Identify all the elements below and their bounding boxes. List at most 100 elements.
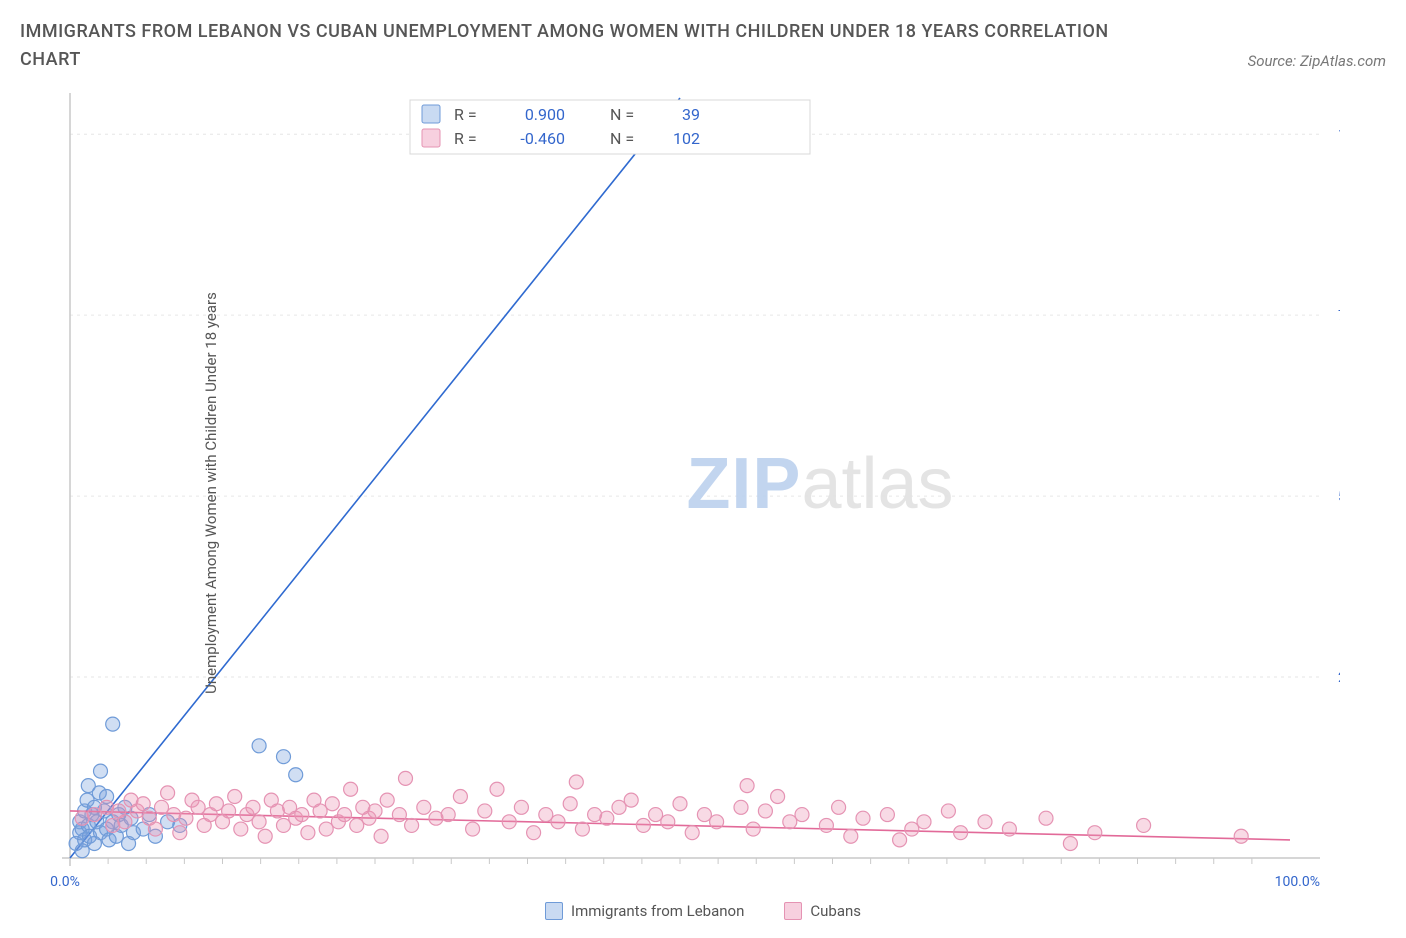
data-point	[551, 815, 565, 829]
data-point	[1234, 829, 1248, 843]
data-point	[338, 807, 352, 821]
data-point	[228, 789, 242, 803]
chart-source: Source: ZipAtlas.com	[1248, 52, 1386, 74]
legend-swatch	[422, 105, 440, 123]
data-point	[252, 815, 266, 829]
legend-r-label: R =	[454, 105, 477, 124]
data-point	[697, 807, 711, 821]
trend-line	[70, 98, 680, 858]
data-point	[575, 822, 589, 836]
data-point	[441, 807, 455, 821]
data-point	[118, 815, 132, 829]
legend-r-value: 0.900	[525, 105, 565, 124]
data-point	[856, 811, 870, 825]
data-point	[234, 822, 248, 836]
data-point	[941, 804, 955, 818]
y-tick-label: 25.0%	[1338, 670, 1340, 686]
data-point	[277, 818, 291, 832]
data-point	[734, 800, 748, 814]
data-point	[246, 800, 260, 814]
data-point	[106, 717, 120, 731]
data-point	[746, 822, 760, 836]
data-point	[374, 829, 388, 843]
data-point	[155, 800, 169, 814]
data-point	[161, 786, 175, 800]
data-point	[295, 807, 309, 821]
data-point	[87, 807, 101, 821]
data-point	[277, 749, 291, 763]
data-point	[685, 825, 699, 839]
chart-header: IMMIGRANTS FROM LEBANON VS CUBAN UNEMPLO…	[20, 18, 1386, 74]
legend-item: Cubans	[784, 902, 861, 920]
data-point	[1039, 811, 1053, 825]
data-point	[417, 800, 431, 814]
data-point	[466, 822, 480, 836]
data-point	[1088, 825, 1102, 839]
data-point	[453, 789, 467, 803]
legend-swatch	[784, 902, 802, 920]
legend-n-label: N =	[610, 105, 634, 124]
data-point	[368, 804, 382, 818]
data-point	[1002, 822, 1016, 836]
legend-swatch	[422, 129, 440, 147]
legend-label: Cubans	[810, 902, 861, 920]
data-point	[405, 818, 419, 832]
data-point	[563, 796, 577, 810]
data-point	[344, 782, 358, 796]
data-point	[1063, 836, 1077, 850]
data-point	[819, 818, 833, 832]
legend-n-value: 102	[673, 129, 700, 148]
data-point	[569, 775, 583, 789]
y-tick-label: 100.0%	[1338, 127, 1340, 143]
chart-legend: Immigrants from Lebanon Cubans	[20, 902, 1386, 920]
legend-r-label: R =	[454, 129, 477, 148]
data-point	[636, 818, 650, 832]
data-point	[392, 807, 406, 821]
legend-r-value: -0.460	[520, 129, 565, 148]
data-point	[624, 793, 638, 807]
legend-item: Immigrants from Lebanon	[545, 902, 744, 920]
data-point	[844, 829, 858, 843]
data-point	[771, 789, 785, 803]
data-point	[740, 778, 754, 792]
data-point	[795, 807, 809, 821]
data-point	[917, 815, 931, 829]
data-point	[191, 800, 205, 814]
data-point	[978, 815, 992, 829]
data-point	[380, 793, 394, 807]
data-point	[905, 822, 919, 836]
data-point	[880, 807, 894, 821]
data-point	[527, 825, 541, 839]
data-point	[832, 800, 846, 814]
data-point	[954, 825, 968, 839]
y-axis-label: Unemployment Among Women with Children U…	[202, 292, 220, 694]
data-point	[612, 800, 626, 814]
data-point	[325, 796, 339, 810]
data-point	[136, 796, 150, 810]
data-point	[478, 804, 492, 818]
data-point	[252, 739, 266, 753]
data-point	[783, 815, 797, 829]
chart-title: IMMIGRANTS FROM LEBANON VS CUBAN UNEMPLO…	[20, 18, 1120, 74]
data-point	[289, 768, 303, 782]
x-tick-label: 100.0%	[1275, 874, 1320, 890]
data-point	[502, 815, 516, 829]
data-point	[649, 807, 663, 821]
data-point	[313, 804, 327, 818]
watermark: ZIPatlas	[686, 444, 953, 524]
chart-container: Unemployment Among Women with Children U…	[20, 88, 1386, 898]
data-point	[514, 800, 528, 814]
data-point	[490, 782, 504, 796]
legend-label: Immigrants from Lebanon	[571, 902, 744, 920]
data-point	[600, 811, 614, 825]
data-point	[673, 796, 687, 810]
data-point	[319, 822, 333, 836]
data-point	[258, 829, 272, 843]
legend-n-value: 39	[682, 105, 700, 124]
y-tick-label: 75.0%	[1338, 308, 1340, 324]
data-point	[539, 807, 553, 821]
data-point	[301, 825, 315, 839]
data-point	[350, 818, 364, 832]
data-point	[758, 804, 772, 818]
legend-swatch	[545, 902, 563, 920]
